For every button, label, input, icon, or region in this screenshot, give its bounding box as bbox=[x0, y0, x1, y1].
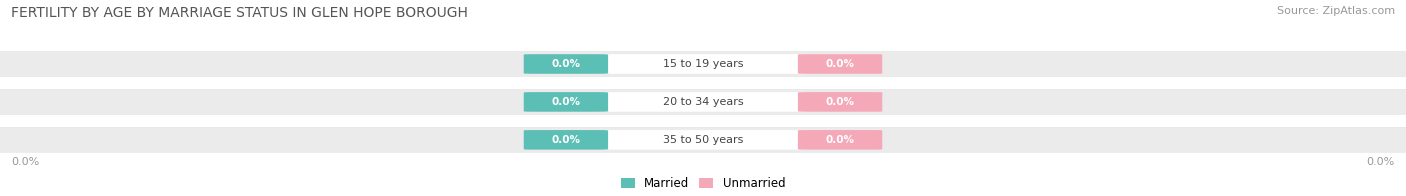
FancyBboxPatch shape bbox=[598, 92, 808, 112]
FancyBboxPatch shape bbox=[799, 54, 883, 74]
Text: 0.0%: 0.0% bbox=[825, 97, 855, 107]
Text: 20 to 34 years: 20 to 34 years bbox=[662, 97, 744, 107]
FancyBboxPatch shape bbox=[598, 130, 808, 150]
Text: 0.0%: 0.0% bbox=[551, 59, 581, 69]
Text: 0.0%: 0.0% bbox=[551, 97, 581, 107]
FancyBboxPatch shape bbox=[0, 128, 1406, 152]
FancyBboxPatch shape bbox=[0, 90, 1406, 114]
FancyBboxPatch shape bbox=[598, 54, 808, 74]
Text: 0.0%: 0.0% bbox=[825, 135, 855, 145]
FancyBboxPatch shape bbox=[524, 92, 609, 112]
Legend: Married, Unmarried: Married, Unmarried bbox=[620, 177, 786, 190]
Text: 35 to 50 years: 35 to 50 years bbox=[662, 135, 744, 145]
Text: 0.0%: 0.0% bbox=[11, 157, 39, 167]
Text: 0.0%: 0.0% bbox=[551, 135, 581, 145]
FancyBboxPatch shape bbox=[0, 52, 1406, 76]
Text: Source: ZipAtlas.com: Source: ZipAtlas.com bbox=[1277, 6, 1395, 16]
FancyBboxPatch shape bbox=[799, 92, 883, 112]
FancyBboxPatch shape bbox=[524, 54, 609, 74]
Text: 0.0%: 0.0% bbox=[1367, 157, 1395, 167]
Text: 0.0%: 0.0% bbox=[825, 59, 855, 69]
FancyBboxPatch shape bbox=[799, 130, 883, 150]
Text: 15 to 19 years: 15 to 19 years bbox=[662, 59, 744, 69]
FancyBboxPatch shape bbox=[524, 130, 609, 150]
Text: FERTILITY BY AGE BY MARRIAGE STATUS IN GLEN HOPE BOROUGH: FERTILITY BY AGE BY MARRIAGE STATUS IN G… bbox=[11, 6, 468, 20]
